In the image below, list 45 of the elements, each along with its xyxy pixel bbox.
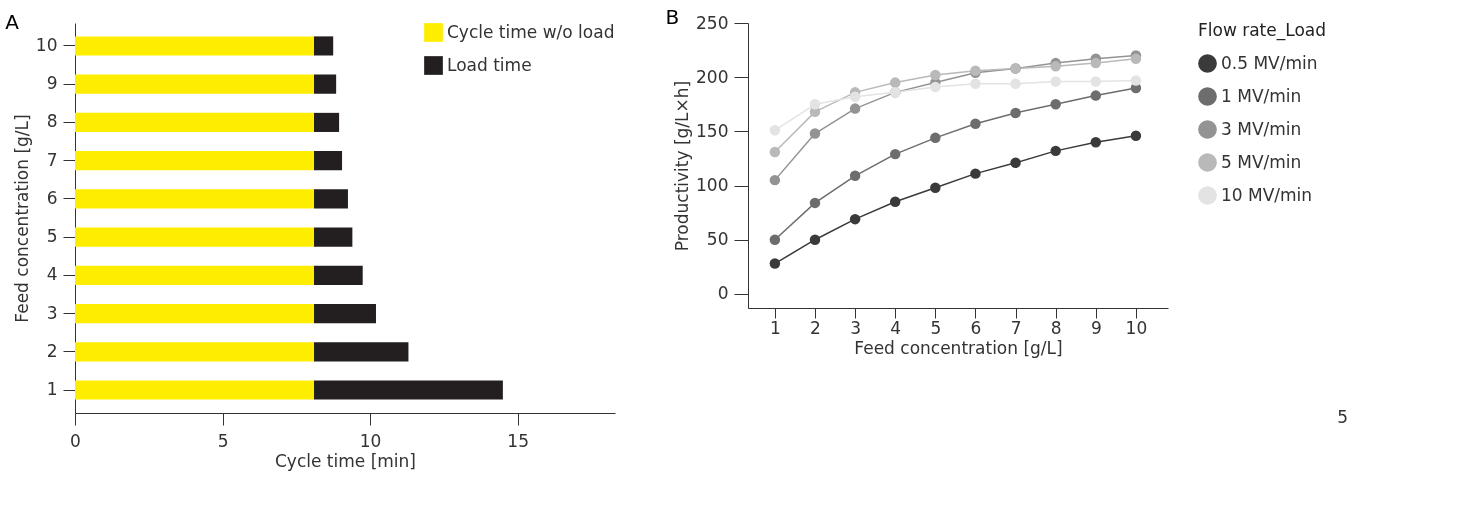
chart-title: B <box>665 5 680 29</box>
y-tick-label: 200 <box>696 66 729 87</box>
x-tick-label: 3 <box>850 317 862 338</box>
y-tick-label: 7 <box>46 149 58 170</box>
x-tick-label: 10 <box>359 430 382 451</box>
legend-title: Flow rate_Load <box>1198 20 1327 41</box>
legend-label: 1 MV/min <box>1221 85 1302 106</box>
legend-label: 10 MV/min <box>1221 184 1313 205</box>
y-tick-label: 6 <box>46 187 58 208</box>
y-tick-label: 1 <box>46 379 58 400</box>
x-tick-label: 4 <box>890 317 902 338</box>
y-tick-label: 100 <box>696 175 729 196</box>
y-tick-label: 250 <box>696 12 729 33</box>
x-tick-label: 0 <box>70 430 81 451</box>
legend-label: Load time <box>447 54 532 75</box>
y-axis-title: Productivity [g/L×h] <box>672 80 693 252</box>
x-tick-label: 6 <box>970 317 982 338</box>
legend-label: 5 MV/min <box>1221 151 1302 172</box>
y-tick-label: 3 <box>46 302 58 323</box>
legend-label: 3 MV/min <box>1221 118 1302 139</box>
x-tick-label: 7 <box>1010 317 1022 338</box>
y-tick-label: 2 <box>46 340 58 361</box>
x-tick-label: 1 <box>769 317 781 338</box>
y-tick-label: 9 <box>46 73 58 94</box>
x-tick-label: 15 <box>507 430 529 451</box>
x-tick-label: 5 <box>930 317 942 338</box>
y-tick-label: 150 <box>696 120 729 141</box>
x-axis-title: Cycle time [min] <box>275 450 416 471</box>
x-tick-label: 9 <box>1090 317 1102 338</box>
legend-label: Cycle time w/o load <box>447 21 615 42</box>
y-tick-label: 50 <box>706 229 729 250</box>
y-axis-title: Feed concentration [g/L] <box>11 114 32 323</box>
y-tick-label: 4 <box>46 264 58 285</box>
x-tick-label: 5 <box>217 430 229 451</box>
y-tick-label: 10 <box>35 34 58 55</box>
legend-label: 0.5 MV/min <box>1221 52 1318 73</box>
x-axis-title: Feed concentration [g/L] <box>854 337 1063 358</box>
y-tick-label: 0 <box>717 283 729 304</box>
x-tick-label: 2 <box>810 317 821 338</box>
text: 5 <box>1337 407 1348 427</box>
y-tick-label: 8 <box>46 111 58 132</box>
x-tick-label: 8 <box>1050 317 1062 338</box>
x-tick-label: 10 <box>1125 317 1148 338</box>
chart-title: A <box>5 10 20 34</box>
y-tick-label: 5 <box>46 226 58 247</box>
